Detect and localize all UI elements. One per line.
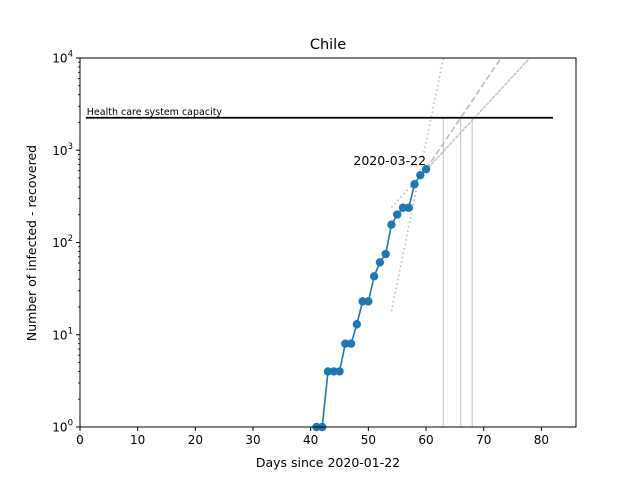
x-tick-label: 10 xyxy=(130,433,145,447)
data-point-11 xyxy=(375,258,385,267)
series-group xyxy=(312,165,431,432)
x-tick-label: 60 xyxy=(418,433,433,447)
x-tick-label: 50 xyxy=(361,433,376,447)
x-tick-label: 0 xyxy=(76,433,84,447)
y-tick-label: 102 xyxy=(52,234,73,250)
projection-line-3 xyxy=(425,58,502,170)
data-point-8 xyxy=(358,297,367,306)
x-tick-label: 40 xyxy=(303,433,318,447)
y-axis: 100 101 102 103 104 xyxy=(52,50,80,435)
y-axis-label: Number of infected - recovered xyxy=(24,145,39,341)
data-point-5 xyxy=(341,339,350,348)
data-point-16 xyxy=(404,203,413,212)
data-point-17 xyxy=(410,180,419,189)
data-point-19 xyxy=(421,165,431,174)
date-annotation: 2020-03-22 xyxy=(353,153,426,168)
y-tick-label: 100 xyxy=(52,419,73,435)
x-tick-label: 80 xyxy=(534,433,549,447)
y-tick-label: 104 xyxy=(52,50,73,66)
data-point-6 xyxy=(346,339,356,348)
data-point-3 xyxy=(329,367,338,376)
y-tick-label: 101 xyxy=(52,326,73,342)
x-tick-label: 70 xyxy=(476,433,491,447)
data-point-2 xyxy=(323,367,333,376)
chart-title: Chile xyxy=(310,37,346,53)
data-point-4 xyxy=(335,367,344,376)
data-point-7 xyxy=(352,320,362,329)
data-point-15 xyxy=(398,203,408,212)
x-tick-label: 20 xyxy=(188,433,203,447)
x-tick-label: 30 xyxy=(245,433,260,447)
data-point-13 xyxy=(387,220,396,229)
capacity-label: Health care system capacity xyxy=(87,107,223,118)
data-point-18 xyxy=(416,170,425,180)
y-tick-label: 103 xyxy=(52,142,73,158)
capacity-group: Health care system capacity xyxy=(85,107,553,119)
data-point-9 xyxy=(364,297,373,306)
data-point-12 xyxy=(381,249,390,259)
x-axis: 0 10 20 30 40 50 60 70 80 xyxy=(76,427,549,447)
data-point-14 xyxy=(393,210,402,219)
projection-lines xyxy=(390,58,531,427)
x-axis-label: Days since 2020-01-22 xyxy=(256,455,400,470)
data-point-10 xyxy=(369,272,379,281)
